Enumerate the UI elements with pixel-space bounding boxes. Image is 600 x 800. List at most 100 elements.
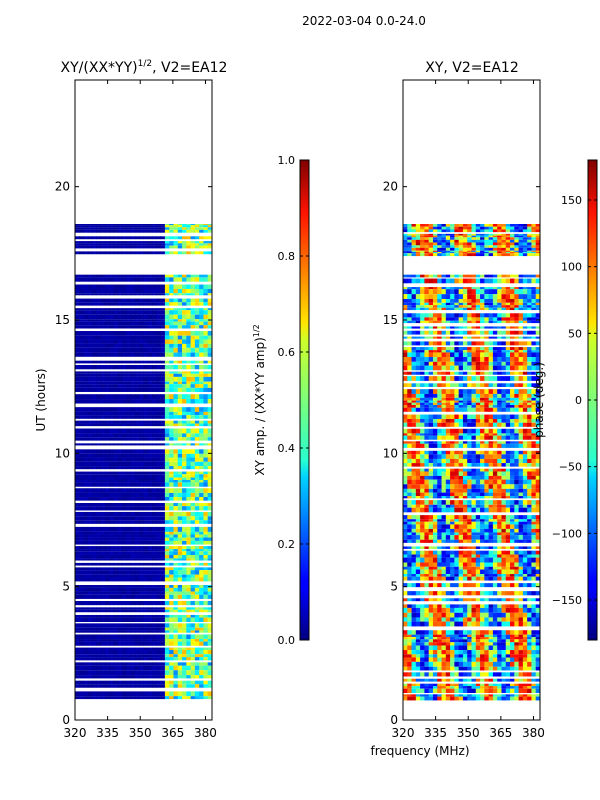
- heatmap-cell: [160, 650, 166, 655]
- heatmap-cell: [169, 534, 174, 538]
- heatmap-cell: [92, 321, 97, 326]
- heatmap-cell: [203, 466, 209, 470]
- heatmap-cell: [203, 537, 209, 541]
- heatmap-cell: [190, 680, 196, 685]
- heatmap-cell: [113, 376, 119, 382]
- heatmap-cell: [109, 384, 114, 388]
- heatmap-cell: [441, 302, 447, 306]
- heatmap-row: [75, 630, 213, 633]
- heatmap-cell: [109, 376, 114, 382]
- heatmap-cell: [92, 352, 97, 357]
- heatmap-cell: [190, 310, 196, 315]
- heatmap-cell: [411, 299, 417, 303]
- heatmap-cell: [134, 607, 140, 610]
- heatmap-cell: [173, 274, 179, 278]
- heatmap-cell: [109, 680, 114, 685]
- heatmap-cell: [203, 277, 209, 282]
- heatmap-cell: [83, 314, 89, 320]
- heatmap-cell: [139, 594, 144, 599]
- heatmap-cell: [152, 293, 157, 296]
- heatmap-row: [75, 516, 213, 521]
- heatmap-cell: [143, 657, 149, 661]
- heatmap-cell: [467, 454, 472, 459]
- heatmap-cell: [134, 443, 140, 446]
- heatmap-cell: [203, 243, 209, 246]
- heatmap-cell: [420, 400, 425, 403]
- heatmap-cell: [467, 441, 472, 444]
- heatmap-cell: [79, 387, 84, 392]
- heatmap-cell: [173, 453, 179, 458]
- heatmap-cell: [160, 293, 166, 296]
- heatmap-cell: [203, 482, 209, 487]
- heatmap-cell: [475, 361, 481, 366]
- heatmap-cell: [488, 302, 494, 306]
- heatmap-cell: [139, 443, 144, 446]
- heatmap-cell: [122, 526, 127, 532]
- heatmap-cell: [109, 607, 114, 610]
- heatmap-cell: [471, 287, 477, 290]
- heatmap-cell: [134, 520, 140, 524]
- heatmap-cell: [194, 639, 200, 642]
- heatmap-cell: [109, 243, 114, 246]
- heatmap-cell: [454, 352, 460, 358]
- heatmap-cell: [104, 554, 110, 559]
- heatmap-cell: [126, 298, 132, 303]
- heatmap-cell: [505, 357, 511, 362]
- heatmap-cell: [510, 317, 515, 321]
- heatmap-cell: [134, 684, 140, 688]
- heatmap-cell: [199, 331, 204, 336]
- heatmap-cell: [104, 558, 110, 561]
- heatmap-cell: [100, 331, 106, 336]
- heatmap-cell: [87, 577, 93, 582]
- heatmap-cell: [164, 339, 170, 344]
- heatmap-cell: [199, 466, 204, 470]
- heatmap-cell: [190, 477, 196, 481]
- heatmap-cell: [182, 477, 187, 481]
- heatmap-cell: [190, 277, 196, 282]
- heatmap-cell: [79, 428, 84, 434]
- heatmap-cell: [535, 365, 541, 371]
- heatmap-cell: [79, 466, 84, 470]
- heatmap-cell: [203, 574, 209, 578]
- heatmap-cell: [518, 361, 524, 366]
- heatmap-cell: [75, 331, 80, 336]
- heatmap-cell: [203, 293, 209, 296]
- heatmap-cell: [122, 617, 127, 623]
- heatmap-cell: [134, 453, 140, 458]
- heatmap-cell: [87, 609, 93, 613]
- heatmap-cell: [96, 614, 102, 618]
- heatmap-cell: [194, 423, 200, 427]
- heatmap-cell: [117, 325, 123, 329]
- heatmap-cell: [164, 675, 170, 679]
- heatmap-cell: [130, 641, 136, 646]
- heatmap-cell: [428, 341, 434, 346]
- heatmap-cell: [122, 534, 127, 538]
- heatmap-cell: [169, 437, 174, 441]
- heatmap-cell: [514, 443, 519, 448]
- heatmap-cell: [139, 680, 144, 685]
- heatmap-cell: [492, 307, 498, 311]
- heatmap-cell: [139, 457, 144, 462]
- heatmap-cell: [467, 433, 472, 436]
- heatmap-cell: [117, 227, 123, 230]
- heatmap-row: [75, 497, 213, 501]
- heatmap-cell: [87, 502, 93, 507]
- heatmap-cell: [190, 570, 196, 575]
- heatmap-cell: [126, 562, 132, 566]
- heatmap-cell: [441, 376, 447, 381]
- heatmap-cell: [79, 293, 84, 296]
- heatmap-cell: [100, 482, 106, 487]
- heatmap-cell: [156, 477, 162, 481]
- heatmap-cell: [199, 347, 204, 353]
- heatmap-cell: [501, 443, 507, 448]
- heatmap-cell: [96, 562, 102, 566]
- heatmap-cell: [117, 384, 123, 388]
- heatmap-cell: [445, 320, 451, 324]
- heatmap-cell: [182, 308, 187, 311]
- heatmap-cell: [510, 371, 515, 375]
- heatmap-cell: [139, 577, 144, 582]
- heatmap-cell: [104, 376, 110, 382]
- heatmap-cell: [480, 405, 485, 408]
- heatmap-cell: [505, 305, 511, 308]
- heatmap-cell: [143, 549, 149, 552]
